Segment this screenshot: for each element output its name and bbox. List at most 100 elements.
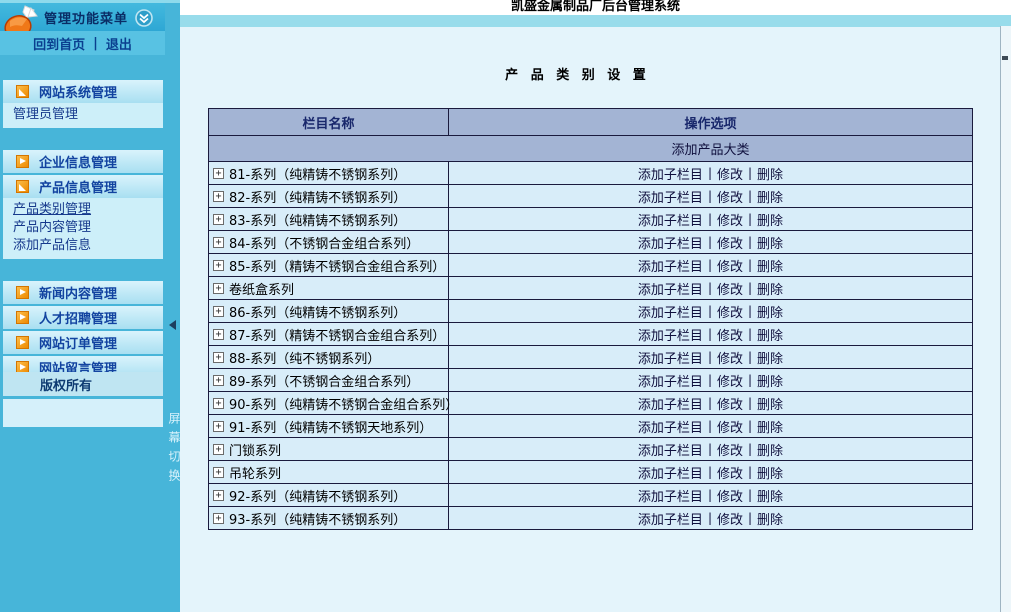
delete-link[interactable]: 删除 (757, 213, 784, 229)
edit-link[interactable]: 修改 (716, 328, 743, 344)
delete-link[interactable]: 删除 (757, 466, 784, 482)
edit-link[interactable]: 修改 (716, 420, 743, 436)
expand-plus-icon[interactable]: + (213, 167, 224, 179)
sidebar-section-label: 新闻内容管理 (39, 287, 118, 302)
add-sub-column-link[interactable]: 添加子栏目 (637, 167, 703, 183)
collapse-menu-chevron-icon[interactable] (135, 9, 153, 27)
delete-link[interactable]: 删除 (757, 236, 784, 252)
expand-plus-icon[interactable]: + (213, 282, 224, 294)
section-arrow-icon (20, 339, 26, 345)
add-sub-column-link[interactable]: 添加子栏目 (637, 466, 703, 482)
section-folder-icon (16, 180, 29, 193)
add-sub-column-link[interactable]: 添加子栏目 (637, 236, 703, 252)
op-separator: | (748, 465, 753, 479)
add-sub-column-link[interactable]: 添加子栏目 (637, 190, 703, 206)
edit-link[interactable]: 修改 (716, 190, 743, 206)
add-sub-column-link[interactable]: 添加子栏目 (637, 282, 703, 298)
sidebar-section-header[interactable]: 网站订单管理 (3, 331, 163, 354)
row-name: 卷纸盒系列 (229, 282, 295, 298)
main-frame: 凯盛金属制品厂后台管理系统 产 品 类 别 设 置 栏目名称 操作选项 添加产品… (180, 0, 1011, 612)
sidebar-section: 人才招聘管理 (3, 306, 163, 329)
scrollbar-thumb[interactable] (1002, 56, 1008, 60)
expand-plus-icon[interactable]: + (213, 259, 224, 271)
section-arrow-icon (20, 158, 26, 164)
sidebar-section-header[interactable]: 产品信息管理 (3, 175, 163, 198)
delete-link[interactable]: 删除 (757, 305, 784, 321)
exit-link[interactable]: 退出 (105, 37, 132, 53)
delete-link[interactable]: 删除 (757, 282, 784, 298)
sidebar-section-header[interactable]: 网站系统管理 (3, 80, 163, 103)
expand-plus-icon[interactable]: + (213, 466, 224, 478)
table-row: + 89-系列（不锈钢合金组合系列） 添加子栏目 | 修改 | 删除 (209, 368, 972, 391)
table-row: + 92-系列（纯精铸不锈钢系列） 添加子栏目 | 修改 | 删除 (209, 483, 972, 506)
screen-toggle-label[interactable]: 屏幕切换 (167, 412, 181, 488)
edit-link[interactable]: 修改 (716, 397, 743, 413)
expand-plus-icon[interactable]: + (213, 351, 224, 363)
edit-link[interactable]: 修改 (716, 167, 743, 183)
delete-link[interactable]: 删除 (757, 167, 784, 183)
sidebar-item[interactable]: 添加产品信息 (13, 238, 92, 253)
delete-link[interactable]: 删除 (757, 397, 784, 413)
add-sub-column-link[interactable]: 添加子栏目 (637, 512, 703, 528)
delete-link[interactable]: 删除 (757, 420, 784, 436)
op-separator: | (707, 488, 712, 502)
column-header-name: 栏目名称 (209, 109, 449, 135)
sidebar-section-header[interactable]: 人才招聘管理 (3, 306, 163, 329)
expand-plus-icon[interactable]: + (213, 397, 224, 409)
edit-link[interactable]: 修改 (716, 259, 743, 275)
edit-link[interactable]: 修改 (716, 236, 743, 252)
delete-link[interactable]: 删除 (757, 512, 784, 528)
edit-link[interactable]: 修改 (716, 282, 743, 298)
collapse-sidebar-arrow-icon[interactable] (169, 320, 176, 330)
edit-link[interactable]: 修改 (716, 512, 743, 528)
expand-plus-icon[interactable]: + (213, 512, 224, 524)
add-sub-column-link[interactable]: 添加子栏目 (637, 397, 703, 413)
edit-link[interactable]: 修改 (716, 466, 743, 482)
delete-link[interactable]: 删除 (757, 443, 784, 459)
edit-link[interactable]: 修改 (716, 489, 743, 505)
edit-link[interactable]: 修改 (716, 351, 743, 367)
sidebar-section: 企业信息管理 (3, 150, 163, 173)
add-sub-column-link[interactable]: 添加子栏目 (637, 213, 703, 229)
expand-plus-icon[interactable]: + (213, 213, 224, 225)
add-sub-column-link[interactable]: 添加子栏目 (637, 443, 703, 459)
delete-link[interactable]: 删除 (757, 374, 784, 390)
expand-plus-icon[interactable]: + (213, 236, 224, 248)
sidebar-item[interactable]: 产品类别管理 (13, 202, 92, 217)
add-sub-column-link[interactable]: 添加子栏目 (637, 305, 703, 321)
add-sub-column-link[interactable]: 添加子栏目 (637, 259, 703, 275)
table-row: + 93-系列（纯精铸不锈钢系列） 添加子栏目 | 修改 | 删除 (209, 506, 972, 529)
scrollbar[interactable] (1000, 26, 1011, 612)
sidebar-section-header[interactable]: 新闻内容管理 (3, 281, 163, 304)
expand-plus-icon[interactable]: + (213, 489, 224, 501)
expand-plus-icon[interactable]: + (213, 374, 224, 386)
add-main-category-link[interactable]: 添加产品大类 (671, 143, 750, 158)
add-sub-column-link[interactable]: 添加子栏目 (637, 489, 703, 505)
edit-link[interactable]: 修改 (716, 443, 743, 459)
add-sub-column-link[interactable]: 添加子栏目 (637, 374, 703, 390)
delete-link[interactable]: 删除 (757, 351, 784, 367)
sidebar-item[interactable]: 管理员管理 (13, 107, 79, 122)
expand-plus-icon[interactable]: + (213, 328, 224, 340)
op-separator: | (748, 442, 753, 456)
add-sub-column-link[interactable]: 添加子栏目 (637, 420, 703, 436)
delete-link[interactable]: 删除 (757, 328, 784, 344)
sidebar-item[interactable]: 产品内容管理 (13, 220, 92, 235)
add-sub-column-link[interactable]: 添加子栏目 (637, 351, 703, 367)
edit-link[interactable]: 修改 (716, 305, 743, 321)
edit-link[interactable]: 修改 (716, 374, 743, 390)
delete-link[interactable]: 删除 (757, 489, 784, 505)
sidebar-section-header[interactable]: 企业信息管理 (3, 150, 163, 173)
delete-link[interactable]: 删除 (757, 259, 784, 275)
expand-plus-icon[interactable]: + (213, 190, 224, 202)
add-sub-column-link[interactable]: 添加子栏目 (637, 328, 703, 344)
edit-link[interactable]: 修改 (716, 213, 743, 229)
home-link[interactable]: 回到首页 (33, 37, 86, 53)
accent-band (180, 15, 1011, 27)
column-header-ops: 操作选项 (684, 116, 737, 132)
delete-link[interactable]: 删除 (757, 190, 784, 206)
expand-plus-icon[interactable]: + (213, 443, 224, 455)
expand-plus-icon[interactable]: + (213, 305, 224, 317)
expand-plus-icon[interactable]: + (213, 420, 224, 432)
table-body: + 81-系列（纯精铸不锈钢系列） 添加子栏目 | 修改 | 删除 + 82-系… (209, 161, 972, 529)
